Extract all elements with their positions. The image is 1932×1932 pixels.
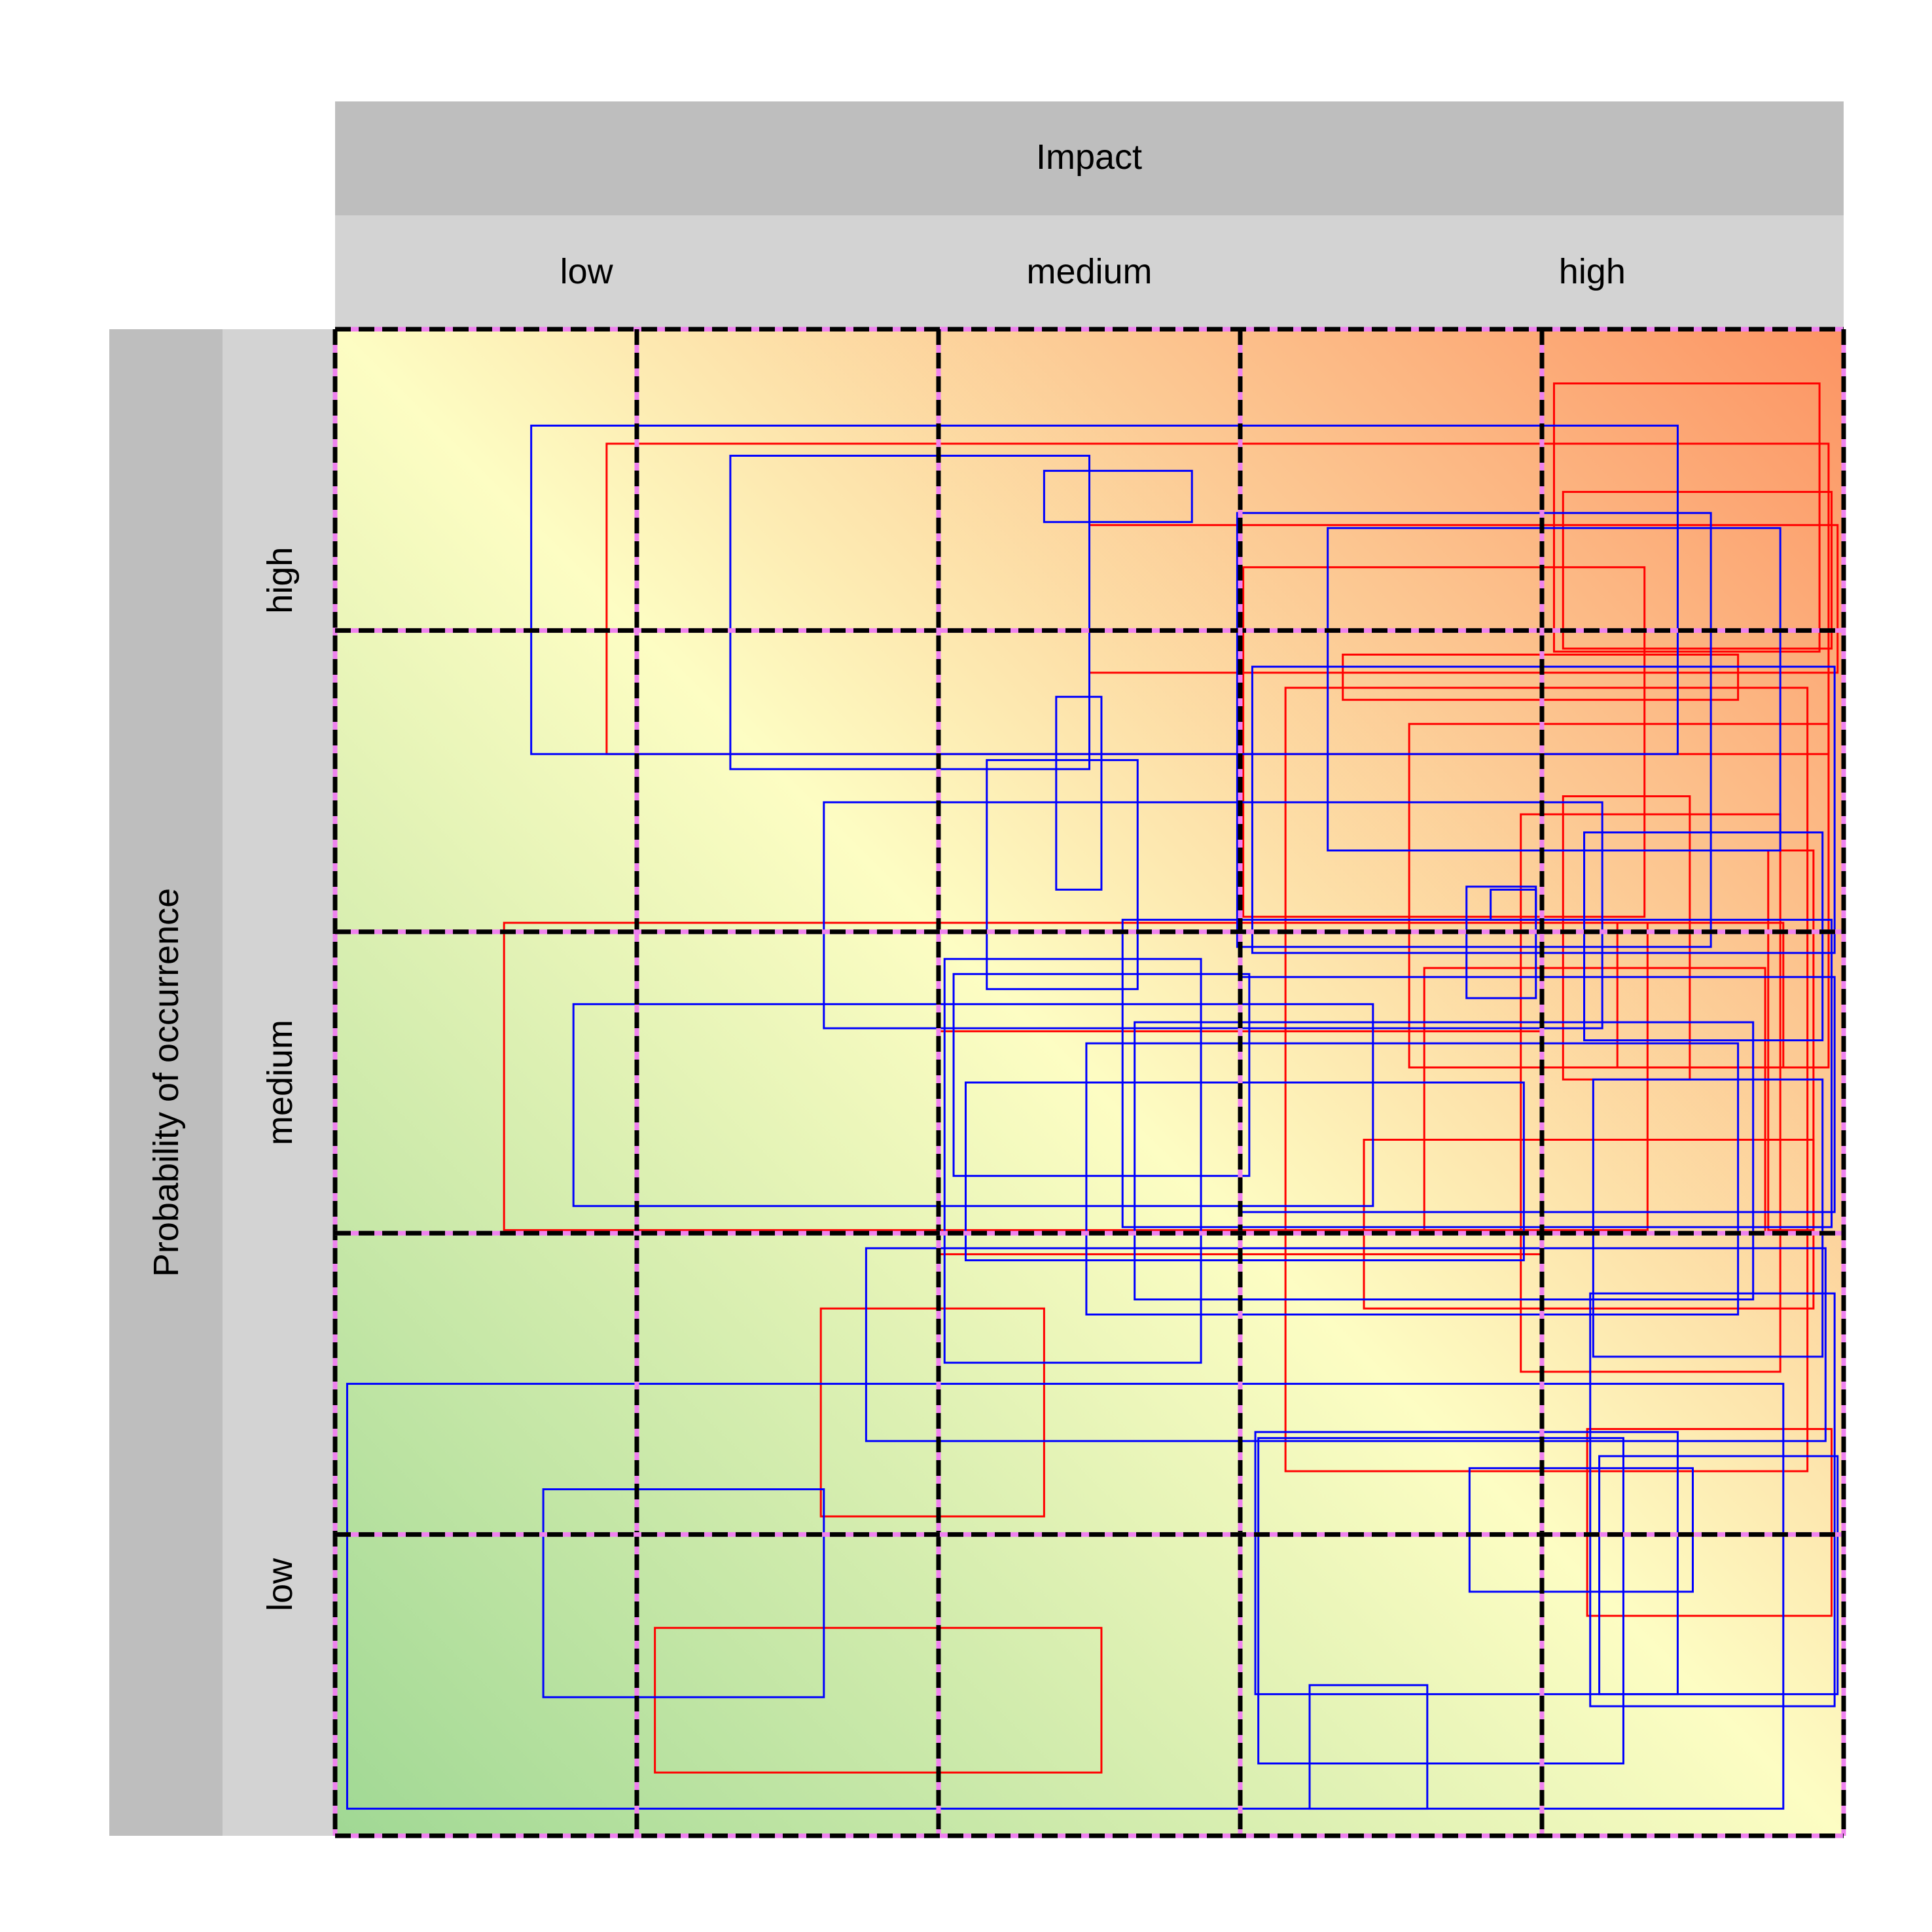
- x-strip-label: Impact: [1036, 137, 1142, 177]
- blue-risk-rect-37: [964, 1081, 1525, 1262]
- x-tick-strip-background: [335, 215, 1844, 329]
- x-tick-label-high: high: [1559, 252, 1626, 291]
- y-tick-labels: low medium high: [260, 547, 300, 1611]
- blue-risk-rect-22: [1236, 512, 1712, 948]
- red-risk-rect-9: [1520, 813, 1781, 1373]
- blue-risk-rect-33: [952, 973, 1251, 1177]
- x-tick-label-medium: medium: [1026, 252, 1152, 291]
- blue-risk-rect-20: [729, 454, 1091, 770]
- red-risk-rect-6: [503, 921, 1649, 1232]
- blue-risk-rect-34: [572, 1003, 1374, 1208]
- blue-risk-rect-41: [1589, 1292, 1836, 1708]
- blue-risk-rect-39: [865, 1247, 1827, 1442]
- blue-risk-rect-24: [1055, 696, 1103, 891]
- blue-risk-rect-26: [986, 759, 1139, 990]
- blue-risk-rect-43: [542, 1488, 825, 1698]
- red-risk-rect-16: [1586, 1427, 1833, 1617]
- blue-risk-rect-36: [1134, 1021, 1755, 1300]
- blue-risk-rect-48: [1257, 1437, 1624, 1765]
- y-tick-label-low: low: [260, 1558, 300, 1611]
- risk-grid: [332, 327, 1846, 1838]
- blue-risk-rect-40: [1592, 1078, 1824, 1358]
- blue-risk-rect-44: [1254, 1431, 1679, 1696]
- red-risk-rect-15: [1363, 1138, 1815, 1310]
- y-tick-strip-background: [223, 329, 335, 1836]
- blue-risk-rect-35: [1085, 1042, 1740, 1316]
- y-strip-label: Probability of occurrence: [147, 888, 186, 1277]
- blue-risk-rect-46: [1468, 1467, 1694, 1593]
- blue-risk-rect-21: [1043, 469, 1193, 524]
- red-risk-rect-1: [1552, 382, 1821, 653]
- red-risk-rect-12: [1616, 921, 1785, 1069]
- x-strip-background: [335, 101, 1844, 215]
- blue-risk-rect-23: [1327, 527, 1781, 851]
- risk-rectangles: [346, 382, 1839, 1810]
- blue-risk-rect-19: [530, 424, 1679, 755]
- blue-risk-rect-32: [943, 957, 1202, 1364]
- blue-risk-rect-45: [1308, 1684, 1429, 1810]
- blue-risk-rect-47: [1598, 1455, 1839, 1696]
- red-risk-rect-2: [1562, 491, 1833, 650]
- red-risk-rect-17: [819, 1307, 1045, 1518]
- blue-risk-rect-27: [823, 801, 1603, 1029]
- blue-risk-rect-29: [1465, 885, 1537, 999]
- blue-risk-rect-28: [1583, 831, 1824, 1042]
- red-risk-rect-4: [1242, 566, 1646, 918]
- y-tick-label-medium: medium: [260, 1020, 300, 1145]
- blue-risk-rect-31: [1121, 918, 1833, 1228]
- x-tick-label-low: low: [560, 252, 614, 291]
- y-tick-label-high: high: [260, 547, 300, 614]
- y-strip-background: [109, 329, 223, 1836]
- red-risk-rect-18: [654, 1626, 1103, 1774]
- x-tick-labels: low medium high: [560, 252, 1626, 291]
- blue-risk-rect-42: [346, 1382, 1785, 1810]
